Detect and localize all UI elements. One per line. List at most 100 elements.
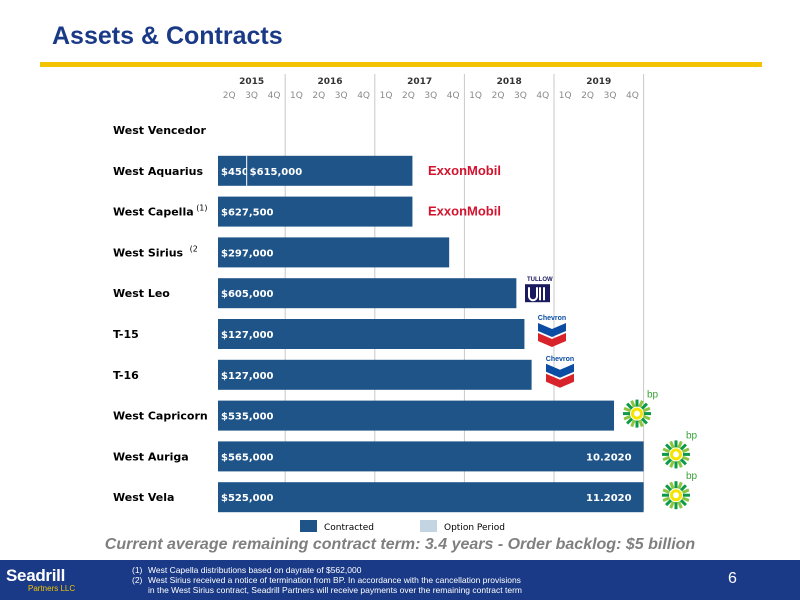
bp-ray bbox=[679, 443, 687, 451]
bp-ray bbox=[679, 458, 687, 466]
contract-bar bbox=[218, 359, 532, 390]
bp-ray bbox=[630, 419, 636, 428]
footnote-number: (1) bbox=[132, 565, 143, 575]
rig-name: West Sirius bbox=[113, 246, 184, 259]
bp-ray bbox=[662, 496, 671, 502]
bp-ray bbox=[665, 443, 673, 451]
bp-ray bbox=[677, 440, 683, 449]
title-underline bbox=[40, 62, 762, 67]
chevron-wordmark: Chevron bbox=[546, 356, 574, 363]
footnote-marker: (1) bbox=[196, 204, 207, 213]
bp-ray bbox=[642, 406, 651, 413]
quarter-label: 2Q bbox=[581, 91, 594, 101]
rig-name: West Vencedor bbox=[113, 124, 206, 137]
bp-ray bbox=[640, 417, 648, 425]
contract-bar bbox=[218, 155, 247, 186]
footnote-number: (2) bbox=[132, 575, 143, 585]
rig-name: T-15 bbox=[113, 328, 139, 341]
legend-contracted: Contracted bbox=[300, 520, 374, 533]
bp-ray bbox=[640, 402, 648, 410]
chevron-bottom bbox=[538, 333, 566, 347]
quarter-label: 1Q bbox=[559, 91, 572, 101]
contract-bar bbox=[218, 441, 644, 472]
footnotes: (1) West Capella distributions based on … bbox=[132, 565, 732, 595]
footnote-1: (1) West Capella distributions based on … bbox=[132, 565, 732, 575]
quarter-label: 2Q bbox=[492, 91, 505, 101]
quarter-label: 4Q bbox=[536, 91, 549, 101]
rig-row: West Capricorn $535,000 bbox=[113, 400, 615, 431]
bp-ray bbox=[662, 447, 671, 454]
bp-ray bbox=[665, 484, 673, 492]
quarter-label: 4Q bbox=[626, 91, 639, 101]
chevron-wordmark: Chevron bbox=[538, 315, 566, 322]
bp-ray bbox=[642, 414, 651, 421]
bp-ray bbox=[662, 455, 671, 462]
rig-name: West Auriga bbox=[113, 450, 189, 463]
contract-bar bbox=[218, 278, 517, 309]
bp-logo: bp bbox=[662, 471, 698, 510]
footnote-marker: (2 bbox=[190, 244, 198, 253]
legend: Contracted Option Period bbox=[300, 520, 505, 533]
bp-ray bbox=[679, 484, 687, 492]
bp-ray bbox=[681, 455, 690, 462]
quarter-labels: 2Q 3Q 4Q 1Q 2Q 3Q 4Q 1Q 2Q 3Q 4Q 1Q 2Q 3Q 4Q 1Q 2Q 3Q 4Q bbox=[223, 91, 639, 101]
quarter-label: 4Q bbox=[357, 91, 370, 101]
footer-band bbox=[0, 560, 800, 600]
logo-subtitle: Partners LLC bbox=[28, 584, 76, 593]
tullow-wordmark: TULLOW bbox=[527, 277, 553, 283]
bp-center bbox=[673, 451, 679, 458]
bp-ray bbox=[669, 501, 675, 509]
quarter-label: 3Q bbox=[514, 91, 527, 101]
dayrate-label: $627,500 bbox=[221, 208, 274, 219]
bp-wordmark: bp bbox=[686, 471, 698, 482]
footnote-2: (2) West Sirius received a notice of ter… bbox=[132, 575, 732, 585]
legend-swatch bbox=[300, 520, 317, 532]
dayrate-label: $615,000 bbox=[250, 167, 303, 178]
quarter-label: 2Q bbox=[402, 91, 415, 101]
bp-wordmark: bp bbox=[647, 390, 659, 401]
legend-swatch bbox=[420, 520, 437, 532]
bp-ray bbox=[677, 501, 683, 509]
chevron-logo: Chevron bbox=[546, 356, 574, 388]
bp-ray bbox=[669, 440, 675, 449]
quarter-label: 3Q bbox=[424, 91, 437, 101]
rig-row: West Capella (1) $627,500 bbox=[113, 196, 413, 227]
year-labels: 2015 2016 2017 2018 2019 bbox=[239, 77, 611, 87]
seadrill-logo: Seadrill Partners LLC bbox=[6, 566, 96, 593]
bp-logo: bp bbox=[662, 430, 698, 469]
rig-name: T-16 bbox=[113, 369, 139, 382]
tullow-mark bbox=[528, 287, 545, 302]
chevron-top bbox=[546, 363, 574, 378]
quarter-label: 2Q bbox=[312, 91, 325, 101]
footnote-2-cont: in the West Sirius contract, Seadrill Pa… bbox=[132, 585, 732, 595]
bp-ray bbox=[630, 400, 636, 408]
bp-ray bbox=[638, 400, 644, 408]
exxonmobil-logo: ExxonMobil bbox=[428, 204, 501, 219]
rig-row: West Vela $525,000 11.2020 bbox=[113, 482, 644, 513]
dayrate-label: $127,000 bbox=[221, 371, 274, 382]
contract-bar bbox=[218, 400, 615, 431]
legend-label: Option Period bbox=[444, 523, 505, 533]
page-number: 6 bbox=[728, 570, 737, 587]
tullow-logo: TULLOW bbox=[525, 277, 553, 303]
rig-name: West Capella bbox=[113, 206, 194, 219]
end-date-label: 11.2020 bbox=[586, 493, 632, 504]
rig-row: T-15 $127,000 bbox=[113, 319, 525, 349]
quarter-label: 1Q bbox=[380, 91, 393, 101]
bp-wordmark: bp bbox=[686, 430, 698, 441]
contract-bar bbox=[246, 155, 413, 186]
bp-ray bbox=[626, 417, 634, 425]
bp-ray bbox=[623, 406, 632, 413]
footnote-text: West Capella distributions based on dayr… bbox=[148, 565, 362, 575]
quarter-label: 1Q bbox=[469, 91, 482, 101]
exxonmobil-logo: ExxonMobil bbox=[428, 163, 501, 178]
chevron-logo: Chevron bbox=[538, 315, 566, 347]
contract-bar bbox=[218, 237, 450, 268]
rig-row: West Leo $605,000 bbox=[113, 278, 517, 309]
dayrate-label: $525,000 bbox=[221, 493, 274, 504]
quarter-label: 2Q bbox=[223, 91, 236, 101]
bp-ray bbox=[669, 481, 675, 490]
footnote-text: West Sirius received a notice of termina… bbox=[148, 575, 521, 585]
rig-row: West Aquarius$450,000$615,000 bbox=[113, 155, 413, 186]
quarter-label: 3Q bbox=[604, 91, 617, 101]
